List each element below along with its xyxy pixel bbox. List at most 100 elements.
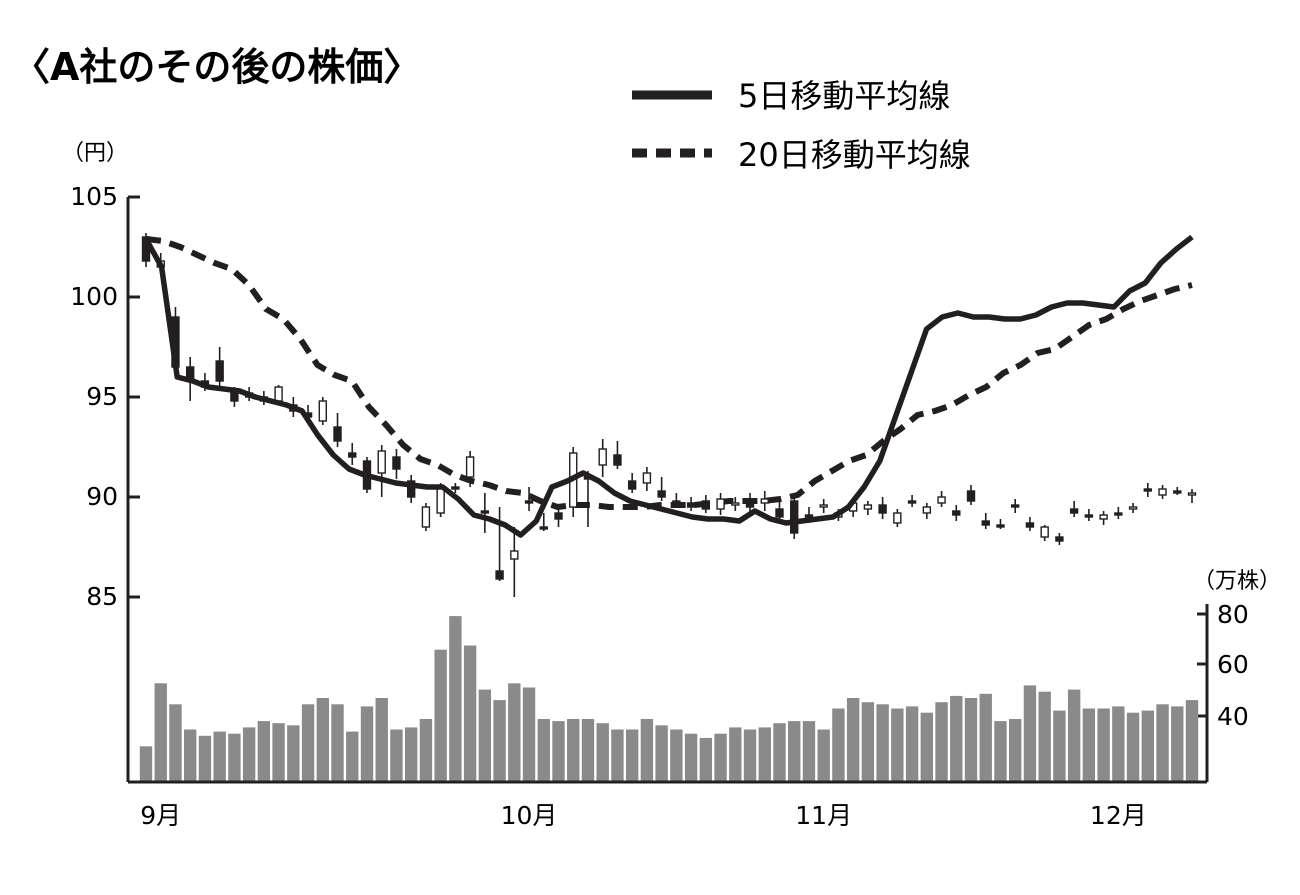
- volume-bar: [552, 721, 565, 782]
- price-axis-ticks: [128, 195, 140, 599]
- candle-body: [907, 500, 917, 504]
- volume-bar: [581, 719, 595, 782]
- candle-body: [348, 452, 357, 458]
- candle: [539, 513, 548, 531]
- candle-body: [745, 498, 755, 508]
- volume-bar: [861, 702, 875, 782]
- candle: [686, 497, 696, 511]
- candle-body: [1055, 536, 1064, 542]
- candle-body: [318, 400, 327, 422]
- candle: [716, 493, 725, 515]
- candle: [981, 513, 990, 529]
- volume-bar: [935, 702, 948, 782]
- candle: [1158, 485, 1167, 499]
- legend-ma5-label: 5日移動平均線: [738, 77, 950, 115]
- candle-body: [392, 456, 401, 470]
- volume-bar: [905, 706, 919, 782]
- candle-body: [996, 524, 1005, 528]
- volume-bar: [331, 704, 344, 782]
- candle-body: [480, 510, 490, 514]
- volume-bar: [979, 693, 992, 782]
- candle: [1173, 487, 1182, 495]
- candle-body: [1099, 514, 1108, 520]
- candle: [952, 505, 961, 521]
- candle: [1069, 501, 1079, 517]
- candle-body: [1025, 522, 1035, 528]
- volume-bar: [846, 698, 860, 782]
- volume-bar: [1112, 706, 1125, 782]
- price-tick-95: 95: [86, 382, 118, 411]
- volume-bar: [876, 704, 889, 782]
- candle: [465, 451, 475, 487]
- volume-unit-label: （万株）: [1193, 569, 1281, 594]
- volume-bar: [1082, 708, 1096, 782]
- price-tick-85: 85: [86, 582, 118, 611]
- candle: [1040, 525, 1049, 541]
- candle-body: [790, 500, 799, 534]
- month-labels: 9月 10月 11月 12月: [140, 801, 1146, 830]
- volume-bar: [478, 689, 492, 782]
- legend-ma20-label: 20日移動平均線: [738, 136, 971, 174]
- volume-bar: [228, 733, 241, 782]
- volume-bar: [301, 704, 315, 782]
- volume-bar: [404, 727, 418, 782]
- candle: [642, 467, 652, 491]
- volume-tick-80: 80: [1217, 600, 1249, 629]
- candle: [215, 347, 224, 387]
- candle: [1128, 503, 1138, 513]
- volume-bar: [1009, 719, 1022, 782]
- candle: [333, 413, 342, 447]
- volume-bar: [994, 721, 1007, 782]
- volume-bar: [964, 698, 978, 782]
- candle: [1055, 533, 1064, 545]
- candle-body: [760, 498, 769, 504]
- candle: [760, 491, 769, 511]
- volume-bar: [832, 708, 845, 782]
- volume-bar: [1126, 712, 1140, 782]
- volume-bar: [1185, 700, 1199, 782]
- volume-bar: [449, 616, 462, 782]
- month-label: 12月: [1090, 801, 1147, 830]
- month-label: 11月: [795, 801, 852, 830]
- volume-bar: [272, 723, 285, 782]
- volume-bar: [596, 723, 609, 782]
- month-label: 10月: [501, 801, 558, 830]
- candle-body: [495, 570, 504, 580]
- volume-bar: [891, 708, 904, 782]
- volume-bar: [169, 704, 182, 782]
- candle: [1114, 507, 1123, 519]
- candle-body: [716, 498, 725, 510]
- volume-bar: [1097, 708, 1110, 782]
- volume-bar: [508, 683, 521, 782]
- candle-body: [642, 472, 652, 484]
- volume-bar: [802, 721, 816, 782]
- candle: [318, 397, 327, 425]
- candle-body: [539, 526, 548, 530]
- candle-body: [893, 512, 902, 524]
- volume-bar: [434, 649, 447, 782]
- candle-body: [672, 500, 681, 504]
- candle-body: [421, 506, 431, 528]
- candle-body: [627, 480, 637, 490]
- candle-body: [436, 486, 445, 514]
- volume-axis-ticks: [1197, 612, 1207, 718]
- candle: [996, 519, 1005, 529]
- volume-bar: [375, 698, 388, 782]
- volume-bar: [419, 719, 433, 782]
- candle: [907, 495, 917, 507]
- volume-bar: [537, 719, 550, 782]
- volume-bar: [1023, 685, 1037, 782]
- candle-body: [686, 502, 696, 508]
- candle-body: [451, 486, 460, 490]
- volume-bar: [655, 725, 668, 782]
- candle-body: [804, 514, 814, 518]
- volume-bar: [788, 721, 801, 782]
- candle-body: [937, 496, 946, 504]
- candle: [657, 477, 666, 501]
- volume-bar: [463, 645, 477, 782]
- volume-bar: [154, 683, 167, 782]
- candle-body: [701, 500, 711, 510]
- chart-title: 〈A社のその後の株価〉: [12, 45, 421, 89]
- candle: [745, 493, 755, 513]
